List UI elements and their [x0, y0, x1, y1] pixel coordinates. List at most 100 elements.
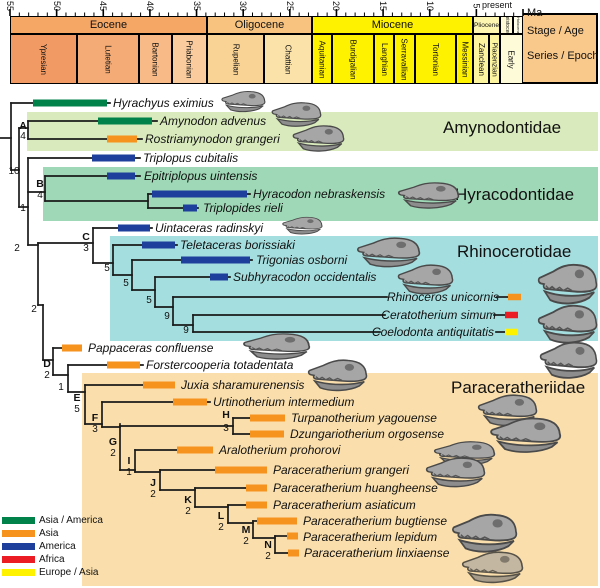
- taxon-label: Amynodon advenus: [160, 114, 267, 128]
- stage-cell: Messinian: [456, 34, 473, 84]
- node-support: 5: [104, 263, 110, 274]
- taxon-label: Triplopus cubitalis: [143, 151, 239, 165]
- node-support: 9: [164, 311, 170, 322]
- taxon-label: Urtinotherium intermedium: [213, 395, 355, 409]
- stage-cell: Rupelian: [207, 34, 264, 84]
- taxon-label: Triplopides rieli: [203, 201, 283, 215]
- range-bar: [92, 154, 135, 162]
- node-letter: J: [150, 477, 156, 489]
- legend-label: America: [39, 541, 76, 552]
- stage-cell: Chattian: [264, 34, 312, 84]
- stage-cell: Aquitanian: [312, 34, 332, 84]
- stage-cell: Ypresian: [10, 34, 77, 84]
- taxon-label: Paraceratherium asiaticum: [273, 498, 416, 512]
- taxon-label: Juxia sharamurenensis: [181, 378, 305, 392]
- node-letter: N: [264, 539, 272, 551]
- node-support: 2: [243, 536, 249, 547]
- stage-cell: Burdigalian: [332, 34, 374, 84]
- stage-age-label: Stage / Age: [527, 25, 584, 37]
- family-label-amynodontidae: Amynodontidae: [443, 118, 562, 137]
- tick-label: 15: [378, 0, 389, 11]
- taxon-label: Coelodonta antiquitatis: [371, 325, 494, 339]
- present-label: present: [482, 0, 513, 10]
- legend-swatch: [2, 530, 35, 537]
- unit-label-box: [523, 13, 598, 84]
- legend: Asia / America Asia America Africa Europe / …: [2, 514, 103, 579]
- node-letter: E: [73, 392, 81, 404]
- legend-swatch: [2, 569, 35, 576]
- stage-cell: Tortonian: [415, 34, 456, 84]
- taxon-label: Hyrachyus eximius: [113, 96, 214, 110]
- legend-label: Asia: [39, 528, 59, 539]
- tick-label: 5: [471, 2, 482, 9]
- taxon-label: Paraceratherium linxiaense: [304, 546, 450, 560]
- node-support: 2: [150, 489, 156, 500]
- legend-item: Asia: [2, 527, 103, 540]
- node-support: 1: [20, 203, 26, 214]
- range-bar: [62, 344, 82, 352]
- taxon-label: Rostriamynodon grangeri: [145, 132, 280, 146]
- stage-cell: Zanclean: [473, 34, 489, 84]
- ma-label: Ma: [527, 7, 543, 19]
- taxon-label: Rhinoceros unicornis: [386, 290, 499, 304]
- taxon-label: Subhyracodon occidentalis: [233, 270, 377, 284]
- taxon-label: Forstercooperia totadentata: [146, 358, 294, 372]
- taxon-label: Aralotherium prohorovi: [219, 443, 341, 457]
- epoch-cell: Pliocene: [473, 16, 500, 34]
- node-support: 2: [185, 506, 191, 517]
- legend-swatch: [2, 556, 35, 563]
- ruler-ticks: [9, 9, 524, 16]
- legend-swatch: [2, 517, 35, 524]
- epoch-cell: Oligocene: [207, 16, 312, 34]
- taxon-label: Trigonias osborni: [256, 253, 348, 267]
- node-support: 5: [123, 278, 129, 289]
- node-support: 9: [183, 325, 189, 336]
- node-support: 1: [126, 467, 132, 478]
- epoch-cell: Holocene: [513, 16, 523, 34]
- node-support: 2: [218, 522, 224, 533]
- node-support: 2: [265, 551, 271, 562]
- stage-cell: Serravallian: [394, 34, 415, 84]
- node-letter: D: [43, 358, 51, 370]
- node-support: 10: [8, 166, 20, 177]
- taxon-label: Paraceratherium lepidum: [303, 530, 438, 544]
- node-support: 2: [44, 370, 50, 381]
- node-support: 2: [110, 448, 116, 459]
- taxon-label: Uintaceras radinskyi: [155, 221, 264, 235]
- range-bar: [107, 361, 140, 369]
- node-letter: B: [36, 178, 44, 190]
- node-letter: M: [241, 524, 251, 536]
- stage-cell: Priabonian: [172, 34, 207, 84]
- range-bar: [118, 224, 150, 232]
- tick-label: 35: [191, 0, 202, 11]
- taxon-label: Turpanotherium yagouense: [291, 411, 437, 425]
- taxon-label: Paraceratherium huangheense: [273, 481, 438, 495]
- taxon-label: Ceratotherium simum: [381, 308, 496, 322]
- family-label-rhinocerotidae: Rhinocerotidae: [457, 242, 572, 261]
- node-letter: L: [217, 510, 225, 522]
- legend-item: America: [2, 540, 103, 553]
- tick-label: 55: [4, 0, 15, 11]
- node-support: 4: [37, 190, 43, 201]
- taxon-label: Epitriplopus uintensis: [144, 169, 258, 183]
- tick-label: 10: [424, 0, 435, 11]
- range-bar: [33, 99, 107, 107]
- tick-label: 20: [331, 0, 342, 11]
- node-letter: A: [19, 120, 27, 132]
- stage-cell: Langhian: [374, 34, 394, 84]
- legend-label: Europe / Asia: [39, 567, 99, 578]
- tick-label: 30: [238, 0, 249, 11]
- taxon-label: Teletaceras borissiaki: [180, 238, 295, 252]
- legend-item: Europe / Asia: [2, 566, 103, 579]
- epoch-cell: Eocene: [10, 16, 207, 34]
- family-box: [110, 236, 598, 341]
- legend-label: Africa: [39, 554, 65, 565]
- taxon-label: Paraceratherium bugtiense: [303, 514, 448, 528]
- legend-swatch: [2, 543, 35, 550]
- stage-cell: Early: [500, 34, 523, 84]
- node-support: 2: [31, 304, 37, 315]
- node-support: 5: [74, 404, 80, 415]
- legend-item: Asia / America: [2, 514, 103, 527]
- node-support: 1: [58, 382, 64, 393]
